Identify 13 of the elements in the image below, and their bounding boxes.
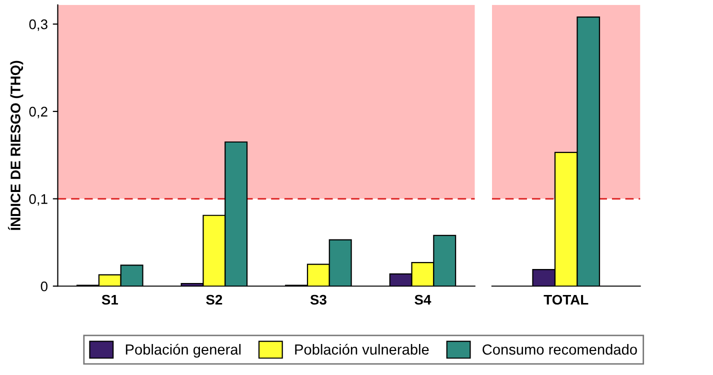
y-tick-label: 0,1 xyxy=(29,194,48,206)
y-tick-label: 0,3 xyxy=(29,19,48,31)
y-tick-label: 0 xyxy=(40,281,48,292)
x-tick-label: S2 xyxy=(206,294,222,305)
y-axis-title: ÍNDICE DE RIESGO (THQ) xyxy=(8,60,24,230)
x-tick-label: S1 xyxy=(102,294,118,305)
legend-label: Consumo recomendado xyxy=(482,344,637,355)
x-tick-label: S3 xyxy=(310,294,326,305)
x-tick-label: TOTAL xyxy=(544,294,588,305)
y-tick-label: 0,2 xyxy=(29,106,48,118)
x-tick-label: S4 xyxy=(414,294,432,305)
legend-label: Población vulnerable xyxy=(295,344,429,355)
legend-label: Población general xyxy=(126,344,241,358)
